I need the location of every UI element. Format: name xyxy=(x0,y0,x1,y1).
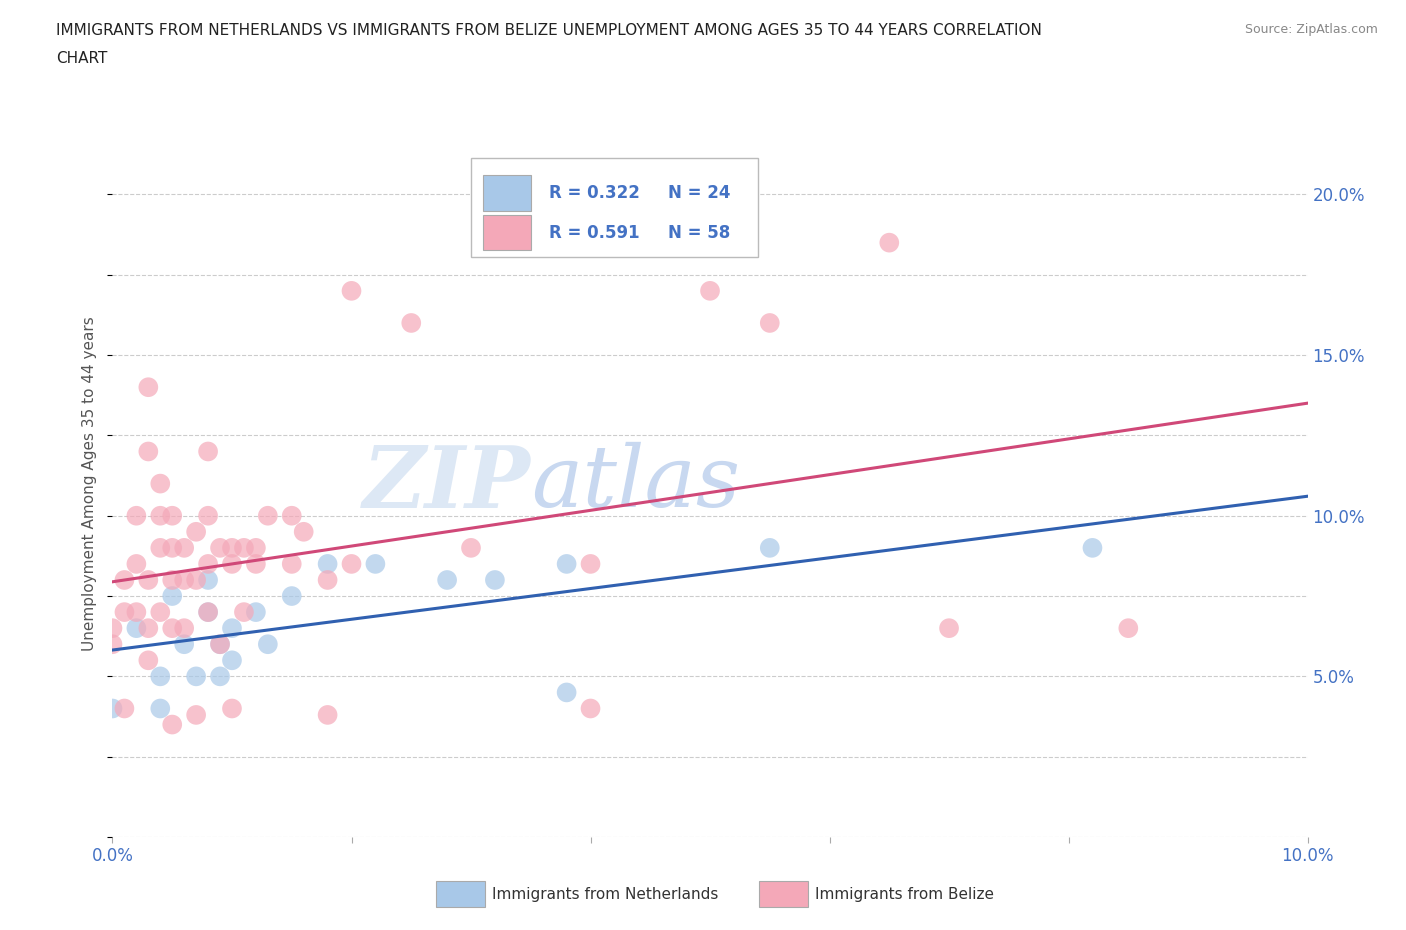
Point xyxy=(186,708,208,723)
Point xyxy=(149,604,172,619)
Point xyxy=(162,620,183,635)
Point xyxy=(579,556,602,571)
Point xyxy=(245,556,267,571)
Point xyxy=(101,637,124,652)
Point xyxy=(292,525,315,539)
Point xyxy=(316,573,339,588)
Point xyxy=(125,509,148,524)
Text: N = 58: N = 58 xyxy=(668,224,731,242)
Text: ZIP: ZIP xyxy=(363,442,531,525)
Point xyxy=(162,509,183,524)
FancyBboxPatch shape xyxy=(759,881,808,907)
Point xyxy=(138,573,160,588)
Point xyxy=(877,235,901,250)
Text: N = 24: N = 24 xyxy=(668,184,731,202)
FancyBboxPatch shape xyxy=(484,215,531,250)
Point xyxy=(1081,540,1104,555)
Point xyxy=(149,509,172,524)
Text: Immigrants from Belize: Immigrants from Belize xyxy=(815,887,994,902)
Point xyxy=(460,540,482,555)
Point xyxy=(221,620,243,635)
Point xyxy=(197,604,219,619)
Point xyxy=(162,589,183,604)
Point xyxy=(208,669,231,684)
Point xyxy=(149,540,172,555)
Text: atlas: atlas xyxy=(531,443,740,525)
Point xyxy=(114,573,135,588)
Point xyxy=(138,653,160,668)
Point xyxy=(125,556,148,571)
Point xyxy=(364,556,387,571)
Point xyxy=(699,284,721,299)
Point xyxy=(197,556,219,571)
Point xyxy=(197,604,219,619)
Point xyxy=(340,284,363,299)
Point xyxy=(316,556,339,571)
Point xyxy=(759,540,782,555)
Point xyxy=(257,637,280,652)
Point xyxy=(257,509,280,524)
Point xyxy=(579,701,602,716)
Point xyxy=(436,573,458,588)
Point xyxy=(245,604,267,619)
Point xyxy=(114,604,135,619)
Point xyxy=(101,620,124,635)
Point xyxy=(162,717,183,732)
Point xyxy=(101,701,124,716)
Text: Source: ZipAtlas.com: Source: ZipAtlas.com xyxy=(1244,23,1378,36)
Point xyxy=(186,525,208,539)
Point xyxy=(197,509,219,524)
Point xyxy=(221,556,243,571)
Point xyxy=(138,620,160,635)
Y-axis label: Unemployment Among Ages 35 to 44 years: Unemployment Among Ages 35 to 44 years xyxy=(82,316,97,651)
Point xyxy=(208,637,231,652)
Point xyxy=(125,604,148,619)
FancyBboxPatch shape xyxy=(471,158,758,258)
Point xyxy=(138,379,160,394)
Point xyxy=(232,604,256,619)
Point xyxy=(173,637,195,652)
FancyBboxPatch shape xyxy=(436,881,485,907)
Point xyxy=(197,444,219,458)
Point xyxy=(281,589,304,604)
Point xyxy=(125,620,148,635)
Point xyxy=(186,573,208,588)
Text: CHART: CHART xyxy=(56,51,108,66)
Text: R = 0.322: R = 0.322 xyxy=(548,184,640,202)
Point xyxy=(555,685,578,700)
Text: Immigrants from Netherlands: Immigrants from Netherlands xyxy=(492,887,718,902)
Point xyxy=(221,653,243,668)
Point xyxy=(138,444,160,458)
Point xyxy=(208,540,231,555)
Point xyxy=(208,637,231,652)
Point xyxy=(162,573,183,588)
Point xyxy=(401,315,423,330)
Point xyxy=(149,476,172,491)
Point xyxy=(186,669,208,684)
Point xyxy=(555,556,578,571)
Point xyxy=(232,540,256,555)
Point xyxy=(938,620,960,635)
Point xyxy=(173,573,195,588)
Point xyxy=(221,701,243,716)
Point xyxy=(197,573,219,588)
Point xyxy=(1118,620,1140,635)
Point xyxy=(149,701,172,716)
Point xyxy=(316,708,339,723)
Point xyxy=(114,701,135,716)
Point xyxy=(149,669,172,684)
Point xyxy=(759,315,782,330)
Point xyxy=(281,556,304,571)
Point xyxy=(221,540,243,555)
Point xyxy=(162,540,183,555)
Text: R = 0.591: R = 0.591 xyxy=(548,224,640,242)
Text: IMMIGRANTS FROM NETHERLANDS VS IMMIGRANTS FROM BELIZE UNEMPLOYMENT AMONG AGES 35: IMMIGRANTS FROM NETHERLANDS VS IMMIGRANT… xyxy=(56,23,1042,38)
FancyBboxPatch shape xyxy=(484,176,531,211)
Point xyxy=(281,509,304,524)
Point xyxy=(340,556,363,571)
Point xyxy=(173,620,195,635)
Point xyxy=(245,540,267,555)
Point xyxy=(173,540,195,555)
Point xyxy=(484,573,506,588)
